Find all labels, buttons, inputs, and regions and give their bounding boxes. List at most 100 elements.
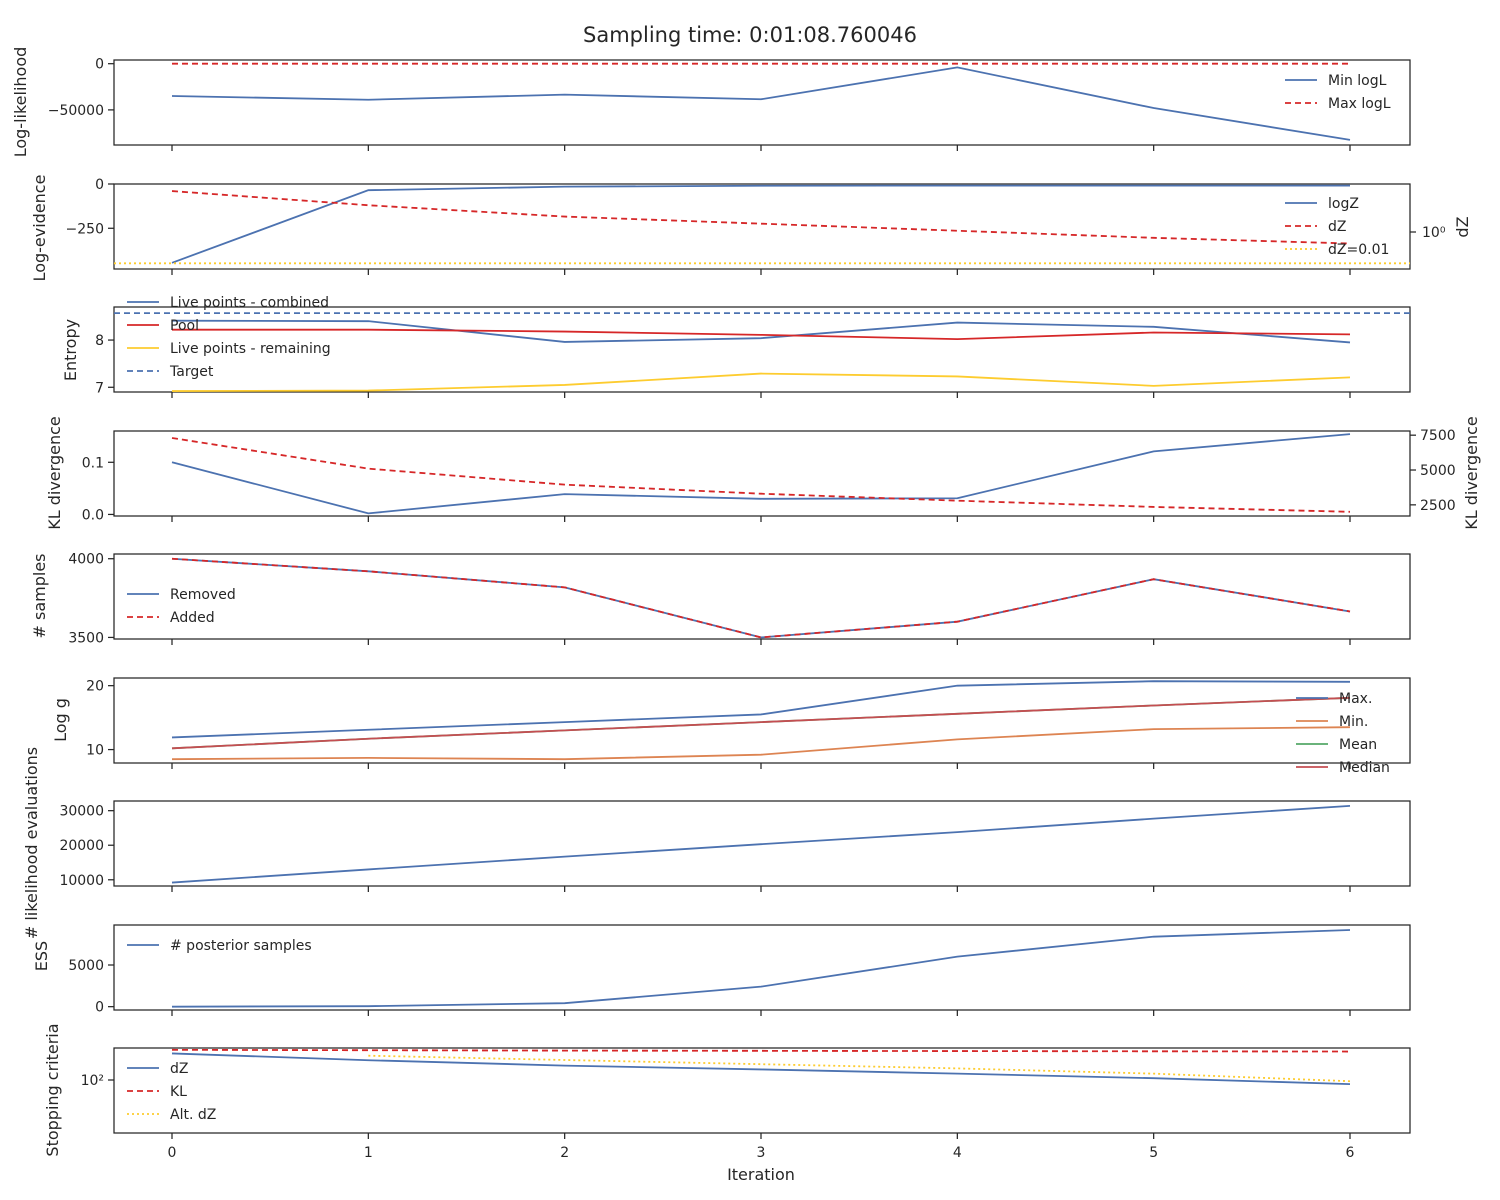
series-line-1: [171, 680, 1351, 739]
series-line-1: [171, 1052, 1351, 1086]
legend-label: KL: [170, 1084, 187, 1100]
legend: dZ KL Alt. dZ: [127, 1061, 216, 1123]
y-tick-label: 0.0: [82, 507, 104, 523]
x-tick-label: 2: [560, 1145, 569, 1161]
y-tick-label: −50000: [48, 103, 104, 119]
series-line-1: [171, 433, 1351, 515]
y-axis-label: Log g: [51, 698, 70, 742]
x-tick-label: 3: [757, 1145, 766, 1161]
axes-frame: [113, 800, 1411, 887]
y-axis-label: # samples: [30, 554, 49, 639]
figure-title: Sampling time: 0:01:08.760046: [583, 23, 917, 47]
y-axis-label: ESS: [32, 941, 51, 971]
series-line-1: [171, 929, 1351, 1008]
legend-label: Min.: [1339, 714, 1368, 730]
x-tick-label: 0: [168, 1145, 177, 1161]
panel-1: 0 −50000 Log-likelihood Min logL Max logL: [11, 47, 1411, 158]
y-tick-label: 20: [86, 679, 104, 695]
legend-label: logZ: [1328, 196, 1359, 212]
panel-9: 10² Stopping criteria dZ KL Alt. dZ: [43, 1023, 1411, 1157]
legend: Min logL Max logL: [1285, 73, 1391, 112]
panel-2: 0 −250 10⁰ Log-evidence dZ logZ dZ dZ=0.01: [30, 175, 1472, 282]
y-tick-label: 0.1: [82, 455, 104, 471]
series-line-2: [171, 557, 1351, 639]
series-line-2: [171, 437, 1351, 513]
y-tick-label: 0: [95, 57, 104, 73]
legend-label: Live points - combined: [170, 295, 329, 311]
series-line-1: [171, 557, 1351, 639]
axes-frame: [113, 59, 1411, 146]
y-tick-label: 10: [86, 743, 104, 759]
series-line-2: [171, 1048, 1351, 1053]
y-axis-label: # likelihood evaluations: [22, 747, 41, 939]
axes-frame: [113, 553, 1411, 640]
y-tick-label: 0: [95, 1000, 104, 1016]
series-line-1: [171, 184, 1350, 264]
y-tick-label: 5000: [68, 958, 104, 974]
y2-axis-label: KL divergence: [1462, 416, 1481, 529]
legend-label: Mean: [1339, 737, 1377, 753]
series-line-1: [171, 66, 1351, 141]
y-tick-label: 10²: [81, 1073, 104, 1089]
panel-6: 20 10 Log g Max. Min. Mean Median: [51, 677, 1411, 776]
legend-label: Median: [1339, 760, 1390, 776]
panel-5: 4000 3500 # samples Removed Added: [30, 552, 1411, 646]
legend-label: dZ: [170, 1061, 188, 1077]
legend-label: Alt. dZ: [170, 1107, 216, 1123]
axes-frame: [113, 924, 1411, 1011]
y-axis-label: Log-likelihood: [11, 47, 30, 158]
series-line-2: [171, 190, 1351, 245]
y2-tick-label: 10⁰: [1422, 225, 1446, 241]
panel-7: 30000 20000 10000 # likelihood evaluations: [22, 747, 1411, 939]
y-axis-label: Entropy: [61, 319, 80, 381]
axes-frame: [113, 430, 1411, 517]
series-line-3: [171, 372, 1351, 392]
legend: Removed Added: [127, 587, 236, 626]
legend-label: Target: [169, 364, 214, 380]
y2-axis-label: dZ: [1453, 216, 1472, 237]
y-tick-label: 10000: [59, 873, 104, 889]
legend-label: Pool: [170, 318, 199, 334]
panel-8: 5000 0 ESS # posterior samples: [32, 924, 1411, 1016]
axes-frame: [113, 677, 1411, 764]
legend-label: Min logL: [1328, 73, 1387, 89]
legend: Max. Min. Mean Median: [1296, 691, 1390, 776]
y-tick-label: 30000: [59, 804, 104, 820]
legend-label: Max.: [1339, 691, 1372, 707]
x-tick-label: 6: [1346, 1145, 1355, 1161]
y-tick-label: 20000: [59, 838, 104, 854]
series-line-1: [171, 319, 1351, 344]
legend-label: Max logL: [1328, 96, 1391, 112]
y2-tick-label: 7500: [1420, 428, 1456, 444]
series-line-4: [171, 696, 1351, 750]
y2-tick-label: 5000: [1420, 463, 1456, 479]
legend: logZ dZ dZ=0.01: [1285, 196, 1389, 258]
panels: 0 −50000 Log-likelihood Min logL Max logL 0 −2…: [11, 47, 1481, 1157]
y-tick-label: 3500: [68, 630, 104, 646]
series-line-1: [171, 804, 1351, 884]
legend: Live points - combined Pool Live points - …: [127, 295, 331, 380]
axes-frame: [113, 1047, 1411, 1134]
axes-frame: [113, 306, 1411, 393]
panel-4: 0.1 0.0 7500 5000 2500 KL divergence KL diverg…: [45, 416, 1481, 529]
legend-label: Added: [170, 610, 215, 626]
series-line-2: [172, 328, 1351, 341]
y-tick-label: −250: [66, 221, 104, 237]
y-tick-label: 8: [95, 333, 104, 349]
y-axis-label: KL divergence: [45, 416, 64, 529]
legend-label: # posterior samples: [170, 938, 312, 954]
series-line-3: [368, 1054, 1351, 1083]
x-tick-label: 1: [364, 1145, 373, 1161]
legend-label: dZ: [1328, 219, 1346, 235]
legend-label: Live points - remaining: [170, 341, 331, 357]
x-axis: 0 1 2 3 4 5 6: [168, 1145, 1355, 1161]
y-axis-label: Stopping criteria: [43, 1023, 62, 1156]
x-tick-label: 5: [1149, 1145, 1158, 1161]
legend-label: Removed: [170, 587, 236, 603]
x-tick-label: 4: [953, 1145, 962, 1161]
legend-label: dZ=0.01: [1328, 242, 1389, 258]
y-tick-label: 4000: [68, 552, 104, 568]
series-line-2: [171, 726, 1351, 761]
